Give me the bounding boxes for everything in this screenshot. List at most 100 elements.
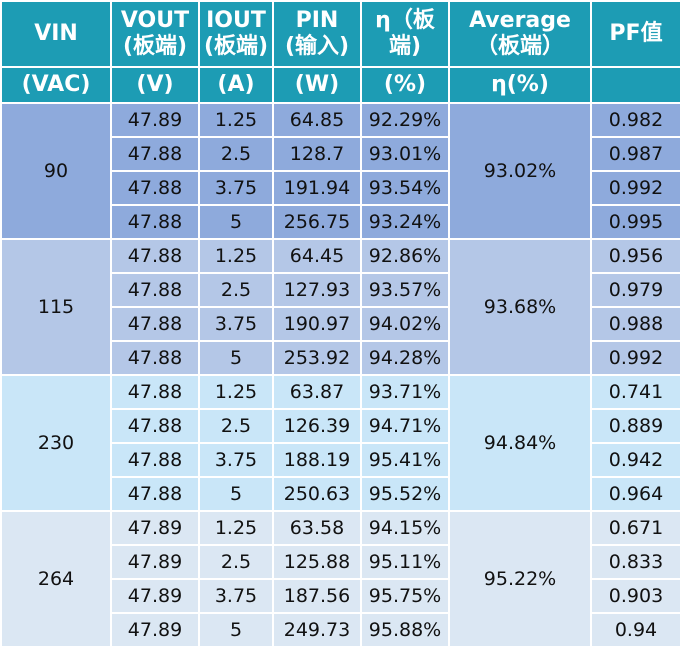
pf-cell: 0.982 — [590, 102, 680, 138]
table-header: VIN VOUT (板端) IOUT (板端) PIN (输入) η（板 端) Avera… — [0, 0, 680, 104]
data-row: 47.88 3.75 190.97 94.02% 0.988 — [1, 306, 680, 342]
pf-cell: 0.741 — [590, 374, 680, 410]
pf-cell: 0.987 — [590, 136, 680, 172]
data-cell: 2.5 — [198, 544, 274, 580]
header-row: VIN VOUT (板端) IOUT (板端) PIN (输入) η（板 端) Avera… — [0, 0, 680, 68]
data-cell: 2.5 — [198, 408, 274, 444]
data-cell: 47.89 — [110, 612, 200, 648]
data-cell: 47.88 — [110, 476, 200, 512]
data-cell: 1.25 — [198, 238, 274, 274]
data-cell: 1.25 — [198, 510, 274, 546]
pf-cell: 0.889 — [590, 408, 680, 444]
data-row: 115 47.88 1.25 64.45 92.86% 93.68% 0.956 — [0, 238, 680, 376]
data-cell: 64.85 — [272, 102, 362, 138]
data-cell: 95.52% — [360, 476, 450, 512]
data-row: 47.88 2.5 127.93 93.57% 0.979 — [1, 272, 680, 308]
table-body: 90 47.89 1.25 64.85 92.29% 93.02% 0.982 47.88 2.… — [0, 102, 680, 648]
data-cell: 63.87 — [272, 374, 362, 410]
data-row: 90 47.89 1.25 64.85 92.29% 93.02% 0.982 — [0, 102, 680, 240]
header-cell: (%) — [360, 66, 450, 104]
header-cell: η（板 端) — [360, 0, 450, 68]
data-row: 47.88 3.75 191.94 93.54% 0.992 — [1, 170, 680, 206]
vin-cell: 115 — [0, 238, 112, 376]
data-cell: 47.88 — [110, 204, 200, 240]
pf-cell: 0.671 — [590, 510, 680, 546]
pf-cell: 0.964 — [590, 476, 680, 512]
average-cell: 95.22% — [448, 510, 592, 648]
data-cell: 95.41% — [360, 442, 450, 478]
data-cell: 95.11% — [360, 544, 450, 580]
data-cell: 94.15% — [360, 510, 450, 546]
data-cell: 1.25 — [198, 102, 274, 138]
data-cell: 250.63 — [272, 476, 362, 512]
header-cell: PIN (输入) — [272, 0, 362, 68]
average-cell: 93.68% — [448, 238, 592, 376]
data-cell: 187.56 — [272, 578, 362, 614]
data-cell: 128.7 — [272, 136, 362, 172]
data-row: 47.88 3.75 188.19 95.41% 0.942 — [1, 442, 680, 478]
data-cell: 93.24% — [360, 204, 450, 240]
data-cell: 95.88% — [360, 612, 450, 648]
data-cell: 47.89 — [110, 544, 200, 580]
average-cell: 94.84% — [448, 374, 592, 512]
header-cell: (VAC) — [0, 66, 112, 104]
data-cell: 2.5 — [198, 272, 274, 308]
pf-cell: 0.956 — [590, 238, 680, 274]
pf-cell: 0.992 — [590, 170, 680, 206]
data-row: 47.89 2.5 125.88 95.11% 0.833 — [1, 544, 680, 580]
header-cell: Average （板端） — [448, 0, 592, 68]
data-row: 47.88 5 250.63 95.52% 0.964 — [1, 476, 680, 512]
data-cell: 47.88 — [110, 238, 200, 274]
data-cell: 5 — [198, 476, 274, 512]
data-cell: 47.89 — [110, 578, 200, 614]
data-cell: 253.92 — [272, 340, 362, 376]
data-row: 230 47.88 1.25 63.87 93.71% 94.84% 0.741 — [0, 374, 680, 512]
header-row: (VAC) (V) (A) (W) (%) η(%) — [0, 66, 680, 104]
header-cell — [590, 66, 680, 104]
header-cell: η(%) — [448, 66, 592, 104]
data-cell: 47.88 — [110, 374, 200, 410]
header-cell: (A) — [198, 66, 274, 104]
data-cell: 188.19 — [272, 442, 362, 478]
data-cell: 47.88 — [110, 306, 200, 342]
data-cell: 256.75 — [272, 204, 362, 240]
pf-cell: 0.988 — [590, 306, 680, 342]
data-cell: 47.88 — [110, 408, 200, 444]
pf-cell: 0.942 — [590, 442, 680, 478]
data-cell: 92.86% — [360, 238, 450, 274]
data-cell: 47.88 — [110, 170, 200, 206]
header-cell: VIN — [0, 0, 112, 68]
data-cell: 3.75 — [198, 442, 274, 478]
data-cell: 125.88 — [272, 544, 362, 580]
data-cell: 93.01% — [360, 136, 450, 172]
data-cell: 190.97 — [272, 306, 362, 342]
vin-cell: 264 — [0, 510, 112, 648]
header-cell: (W) — [272, 66, 362, 104]
data-cell: 249.73 — [272, 612, 362, 648]
pf-cell: 0.995 — [590, 204, 680, 240]
data-cell: 5 — [198, 612, 274, 648]
vin-cell: 230 — [0, 374, 112, 512]
pf-cell: 0.992 — [590, 340, 680, 376]
data-row: 47.89 3.75 187.56 95.75% 0.903 — [1, 578, 680, 614]
data-row: 47.88 5 253.92 94.28% 0.992 — [1, 340, 680, 376]
data-cell: 47.88 — [110, 442, 200, 478]
data-cell: 3.75 — [198, 578, 274, 614]
header-cell: (V) — [110, 66, 200, 104]
vin-cell: 90 — [0, 102, 112, 240]
pf-cell: 0.903 — [590, 578, 680, 614]
pf-cell: 0.94 — [590, 612, 680, 648]
data-row: 47.88 2.5 128.7 93.01% 0.987 — [1, 136, 680, 172]
data-cell: 94.28% — [360, 340, 450, 376]
data-cell: 127.93 — [272, 272, 362, 308]
header-cell: VOUT (板端) — [110, 0, 200, 68]
data-cell: 93.54% — [360, 170, 450, 206]
data-cell: 95.75% — [360, 578, 450, 614]
data-cell: 2.5 — [198, 136, 274, 172]
data-cell: 126.39 — [272, 408, 362, 444]
data-cell: 47.88 — [110, 272, 200, 308]
data-cell: 94.02% — [360, 306, 450, 342]
data-cell: 47.89 — [110, 102, 200, 138]
data-cell: 191.94 — [272, 170, 362, 206]
